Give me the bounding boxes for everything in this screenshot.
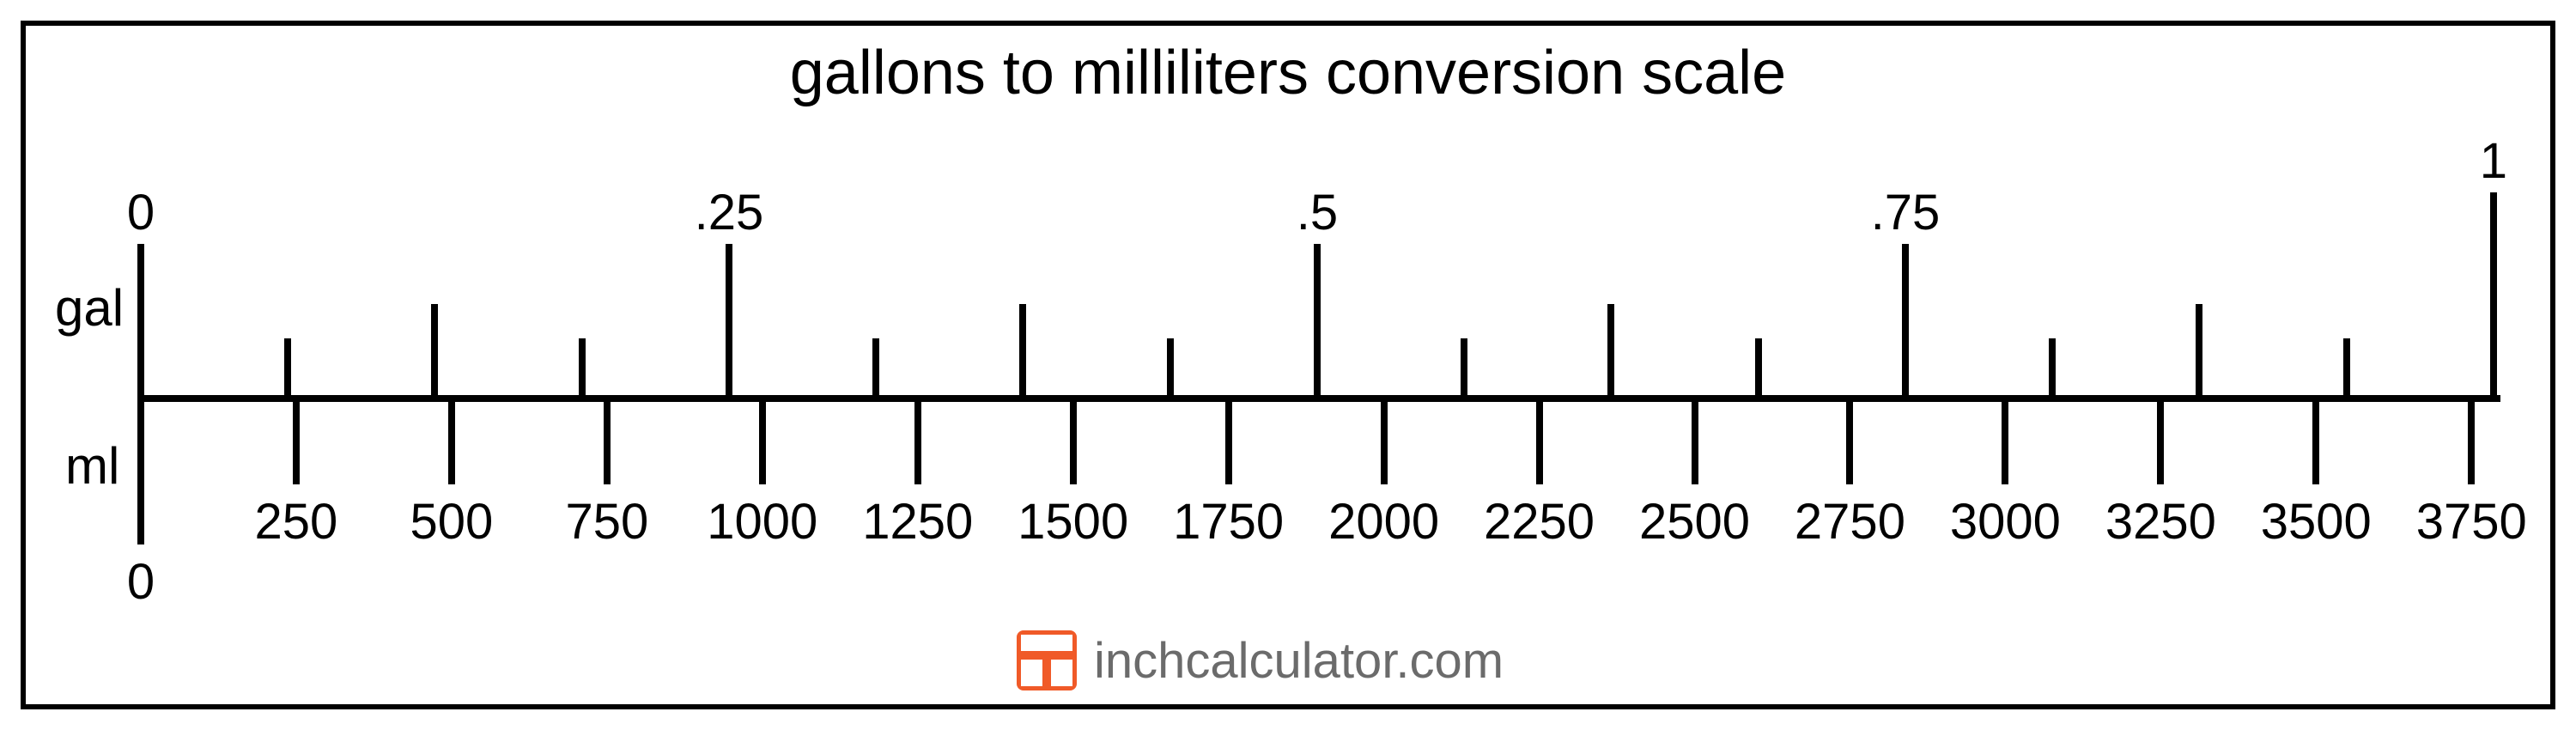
gal-tiny-tick — [2049, 338, 2056, 398]
footer: inchcalculator.com — [1017, 630, 1504, 690]
logo-icon — [1017, 630, 1077, 690]
gal-tiny-tick — [1755, 338, 1762, 398]
unit-label-top: gal — [55, 278, 124, 338]
gal-tick-label: .25 — [695, 184, 764, 241]
ml-tick — [914, 398, 921, 484]
gal-major-tick — [1902, 244, 1909, 398]
gal-tiny-tick — [579, 338, 586, 398]
footer-text: inchcalculator.com — [1094, 632, 1504, 690]
ml-tick — [2468, 398, 2475, 484]
ml-tick-label: 2250 — [1484, 493, 1595, 551]
gal-tiny-tick — [1461, 338, 1467, 398]
gal-tiny-tick — [872, 338, 879, 398]
ml-tick-label: 1250 — [862, 493, 973, 551]
ml-tick-label: 3500 — [2261, 493, 2372, 551]
ml-tick — [1225, 398, 1232, 484]
ml-tick — [448, 398, 455, 484]
ml-tick-label: 500 — [410, 493, 494, 551]
gal-minor-tick — [2196, 304, 2202, 398]
gal-tick-label: 0 — [127, 184, 155, 241]
ml-tick-label: 2500 — [1639, 493, 1750, 551]
ml-tick — [293, 398, 300, 484]
ml-tick — [1846, 398, 1853, 484]
ml-tick — [1692, 398, 1698, 484]
ml-tick-label: 3000 — [1950, 493, 2061, 551]
gal-minor-tick — [1019, 304, 1026, 398]
gal-tiny-tick — [2343, 338, 2350, 398]
ml-tick-label: 3250 — [2105, 493, 2216, 551]
ml-tick — [1381, 398, 1388, 484]
ml-tick-label: 3750 — [2416, 493, 2527, 551]
ml-tick — [2002, 398, 2008, 484]
ml-tick-label: 1750 — [1173, 493, 1284, 551]
ml-tick — [137, 398, 144, 544]
ml-tick-label: 1500 — [1018, 493, 1128, 551]
ml-tick-label: 1000 — [707, 493, 817, 551]
gal-major-tick — [726, 244, 732, 398]
gal-major-tick — [137, 244, 144, 398]
ml-tick — [1536, 398, 1543, 484]
ml-tick-label: 0 — [127, 553, 155, 611]
ml-tick — [759, 398, 766, 484]
gal-minor-tick — [1607, 304, 1614, 398]
gal-tick-label: .75 — [1871, 184, 1941, 241]
ml-tick-label: 250 — [255, 493, 338, 551]
gal-tick-label: .5 — [1297, 184, 1338, 241]
ml-tick — [2157, 398, 2164, 484]
gal-tiny-tick — [284, 338, 291, 398]
gal-minor-tick — [431, 304, 438, 398]
ml-tick-label: 2750 — [1795, 493, 1905, 551]
gal-tiny-tick — [1167, 338, 1174, 398]
unit-label-bottom: ml — [65, 436, 119, 496]
ml-tick-label: 2000 — [1328, 493, 1439, 551]
chart-title: gallons to milliliters conversion scale — [21, 38, 2555, 108]
ml-tick — [1070, 398, 1077, 484]
gal-major-tick — [2490, 192, 2497, 398]
ml-tick-label: 750 — [565, 493, 648, 551]
frame-border — [21, 21, 2555, 709]
ml-tick — [2312, 398, 2319, 484]
gal-tick-label: 1 — [2480, 132, 2507, 190]
axis-line — [141, 395, 2500, 402]
ml-tick — [604, 398, 611, 484]
gal-major-tick — [1314, 244, 1321, 398]
